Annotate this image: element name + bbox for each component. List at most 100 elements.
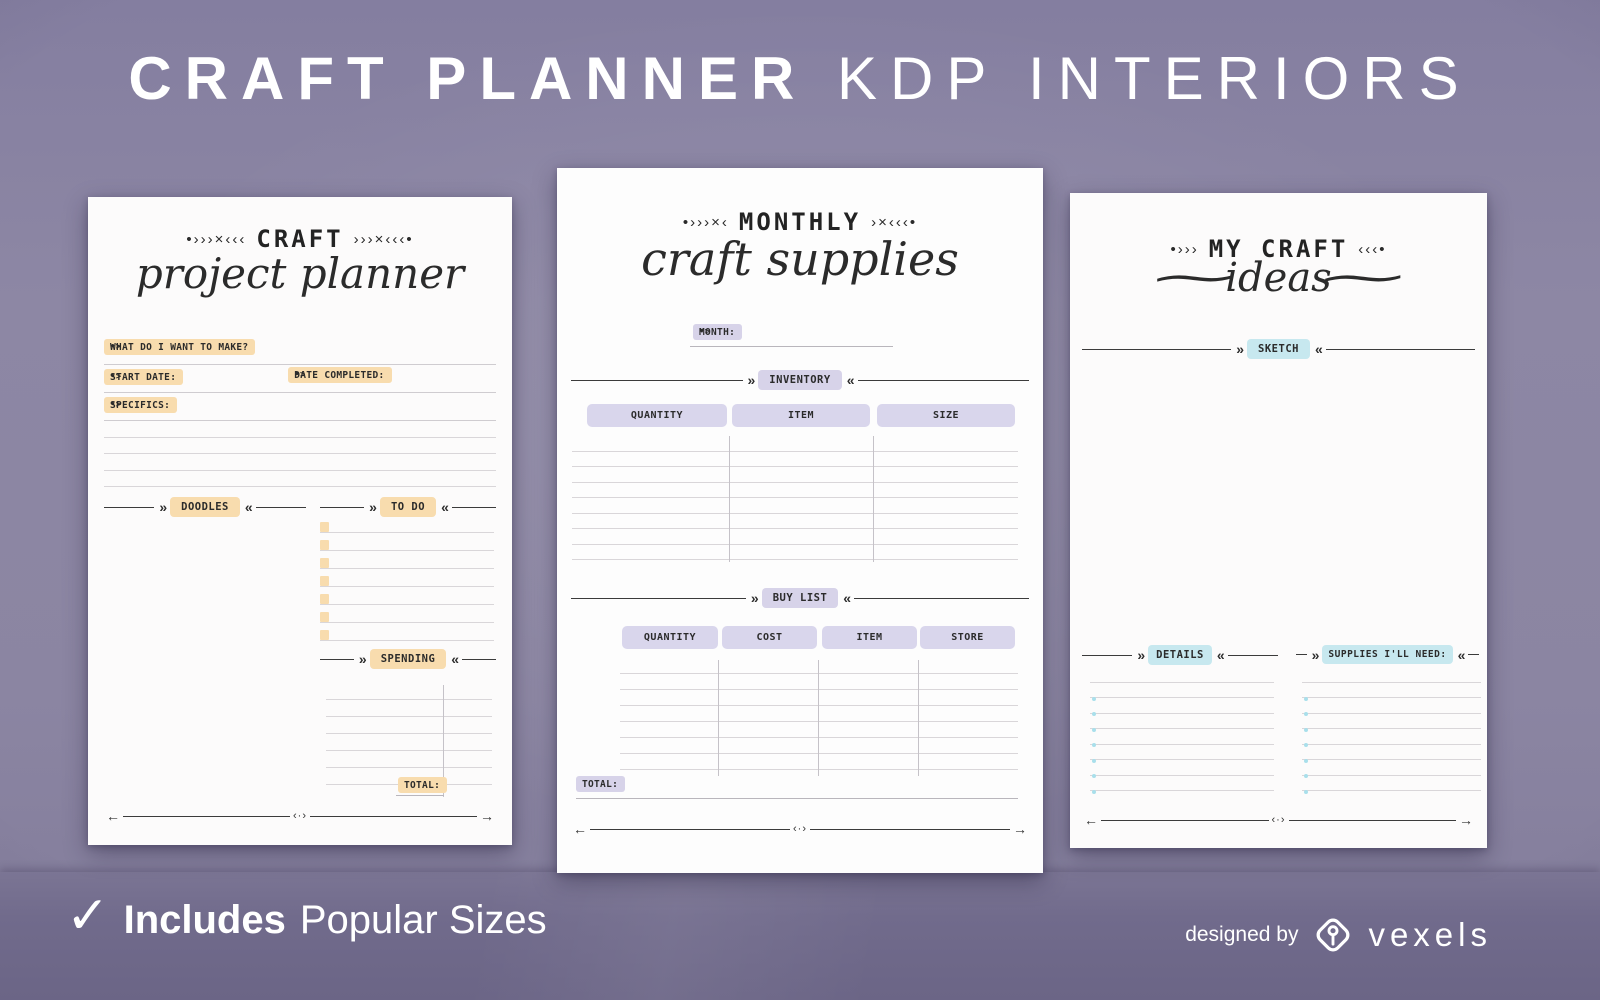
list-line	[1302, 745, 1481, 763]
chevron-right-icon: »	[750, 590, 759, 606]
field-specifics: •> SPECIFICS:	[104, 395, 496, 421]
checkbox-icon	[320, 612, 329, 622]
field-what-to-make-text: WHAT DO I WANT TO MAKE?	[110, 342, 249, 353]
arrow-line	[123, 815, 290, 817]
todo-row	[320, 569, 494, 587]
list-line	[1302, 714, 1481, 732]
arrow-left-icon: ←	[573, 821, 587, 837]
arrow-left-icon: ←	[106, 808, 120, 824]
chevron-left-icon: «	[441, 499, 449, 515]
details-section-divider: » DETAILS «	[1082, 645, 1279, 665]
bullet-dot-icon	[1304, 743, 1308, 747]
divider-line	[1227, 654, 1279, 656]
arrow-line	[310, 815, 477, 817]
bullet-dot-icon	[1092, 712, 1096, 716]
total-underline	[576, 798, 1018, 799]
total-underline	[396, 795, 444, 796]
month-field-text: MONTH:	[699, 327, 736, 338]
bullet-dot-icon	[1304, 774, 1308, 778]
chevron-right-icon: »	[1311, 646, 1320, 663]
page1-header: •›››×‹‹‹ CRAFT ›››×‹‹‹•	[88, 225, 512, 253]
poster-title: CRAFT PLANNER KDP INTERIORS	[0, 44, 1600, 113]
table-row	[572, 467, 1018, 483]
arrow-deco-icon: •›››	[1170, 240, 1199, 258]
todo-section-divider: » TO DO «	[320, 497, 497, 517]
bullet-arrow-icon: •>	[110, 342, 122, 352]
field-specifics-label: •> SPECIFICS:	[104, 397, 178, 413]
bullet-dot-icon	[1304, 696, 1308, 701]
checkmark-icon: ✓	[66, 887, 110, 945]
buylist-col-quantity: QUANTITY	[622, 626, 718, 649]
list-line	[1090, 760, 1274, 778]
planner-page-project: •›››×‹‹‹ CRAFT ›››×‹‹‹• project planner …	[88, 197, 512, 845]
page2-script-title: craft supplies	[641, 232, 959, 286]
table-row	[572, 514, 1018, 529]
page1-title: CRAFT	[256, 225, 344, 253]
ruled-line	[326, 700, 492, 717]
arrow-deco-icon: •›››×‹	[682, 213, 729, 231]
divider-line	[451, 506, 497, 508]
divider-line	[320, 658, 354, 660]
list-line	[1090, 729, 1274, 747]
chevron-left-icon: «	[1314, 341, 1323, 357]
includes-strong-text: Includes	[123, 897, 286, 942]
divider-line	[1468, 654, 1480, 655]
chevron-left-icon: «	[451, 651, 459, 667]
spending-total-label: TOTAL:	[398, 777, 448, 793]
divider-line	[1325, 348, 1475, 350]
chevron-right-icon: »	[369, 499, 377, 515]
chevron-right-icon: »	[159, 499, 167, 515]
buylist-column-divider	[918, 660, 919, 776]
bullet-dot-icon	[1304, 789, 1308, 794]
divider-line	[1082, 348, 1232, 350]
page3-script-text: ideas	[1225, 255, 1332, 301]
table-row	[572, 452, 1018, 467]
spending-table-lines	[326, 683, 492, 785]
list-line	[1302, 667, 1481, 683]
todo-row	[320, 533, 494, 551]
bullet-dot-icon	[1304, 758, 1308, 763]
buylist-label: BUY LIST	[761, 588, 839, 608]
list-line	[1302, 698, 1481, 716]
arrow-middle-icon: ‹·›	[293, 810, 307, 822]
bullet-arrow-icon: •>	[699, 327, 711, 337]
buylist-section-divider: » BUY LIST «	[571, 588, 1030, 608]
table-row	[620, 690, 1018, 706]
chevron-right-icon: »	[747, 372, 756, 388]
sketch-section-divider: » SKETCH «	[1082, 339, 1475, 359]
list-line	[1302, 760, 1481, 778]
page2-bottom-arrow: ← ‹·› →	[573, 822, 1027, 836]
vexels-logo-icon	[1310, 912, 1356, 958]
field-what-to-make-label: •> WHAT DO I WANT TO MAKE?	[104, 339, 256, 355]
field-dates-row: •> START DATE: •> DATE COMPLETED:	[104, 367, 496, 393]
todo-row	[320, 551, 494, 569]
arrow-deco-icon: ›››×‹‹‹•	[353, 230, 414, 248]
table-row	[620, 674, 1018, 690]
arrow-line	[590, 828, 790, 830]
month-field-label: •> MONTH:	[693, 324, 743, 340]
inventory-label: INVENTORY	[758, 370, 842, 390]
page3-header: •››› MY CRAFT ‹‹‹•	[1070, 235, 1487, 263]
inventory-col-size: SIZE	[877, 404, 1015, 427]
divider-line	[1082, 654, 1133, 656]
ruled-line	[326, 751, 492, 768]
buylist-table-lines	[620, 658, 1018, 770]
bullet-arrow-icon: •>	[294, 370, 306, 380]
arrow-left-icon: ←	[1084, 812, 1098, 828]
brand-wordmark: vexels	[1368, 916, 1492, 953]
arrow-right-icon: →	[480, 808, 494, 824]
todo-label: TO DO	[379, 497, 437, 517]
ruled-line	[104, 438, 496, 454]
table-row	[572, 545, 1018, 560]
table-row	[620, 722, 1018, 738]
buylist-col-store: STORE	[920, 626, 1015, 649]
chevron-left-icon: «	[843, 590, 851, 606]
buylist-total-label: TOTAL:	[576, 776, 626, 792]
supplies-label: SUPPLIES I'LL NEED:	[1322, 645, 1453, 664]
checkbox-icon	[320, 540, 329, 550]
bullet-dot-icon	[1092, 743, 1096, 747]
todo-row	[320, 515, 494, 533]
divider-line	[857, 379, 1029, 381]
bullet-dot-icon	[1304, 712, 1308, 716]
list-line	[1090, 776, 1274, 794]
